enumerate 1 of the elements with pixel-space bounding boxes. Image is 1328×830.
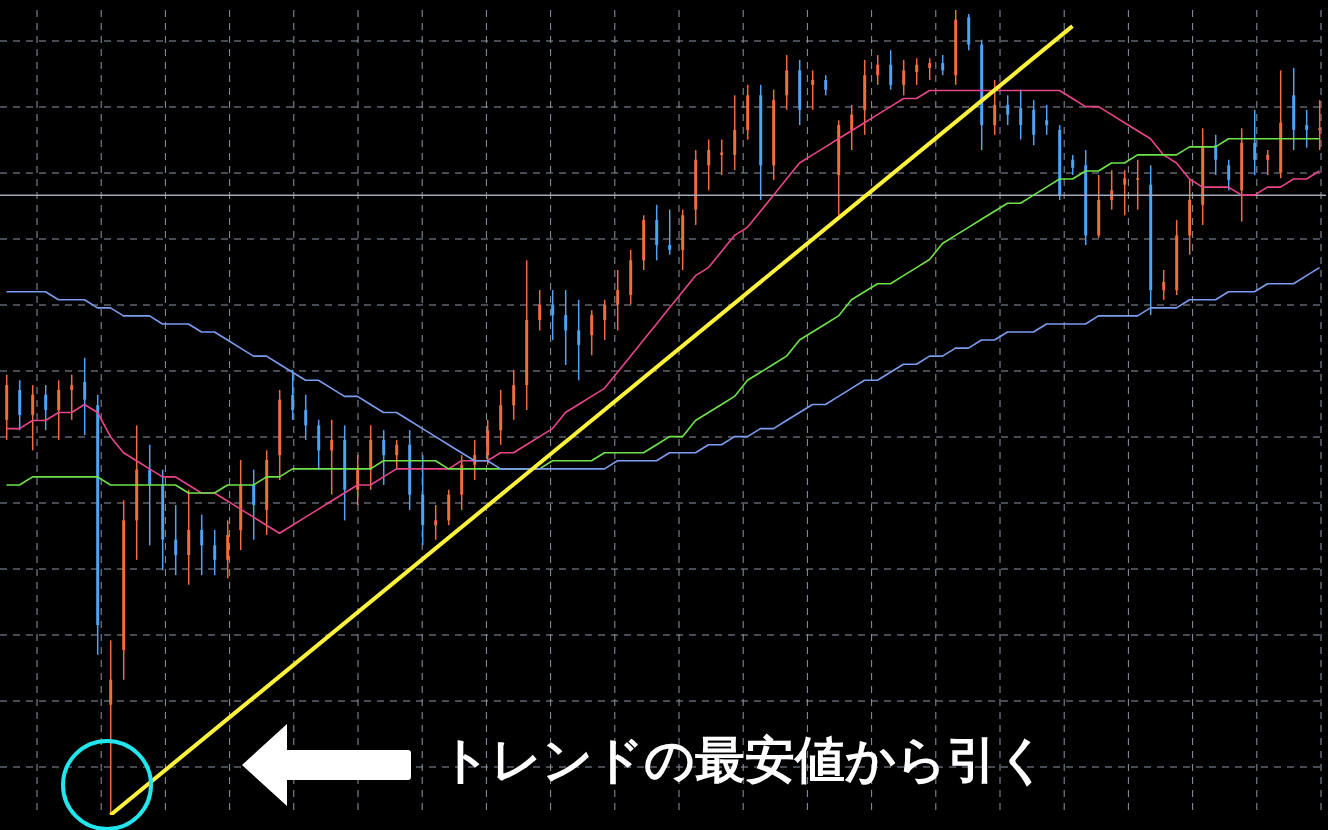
annotation: トレンドの最安値から引く [440,730,1048,791]
